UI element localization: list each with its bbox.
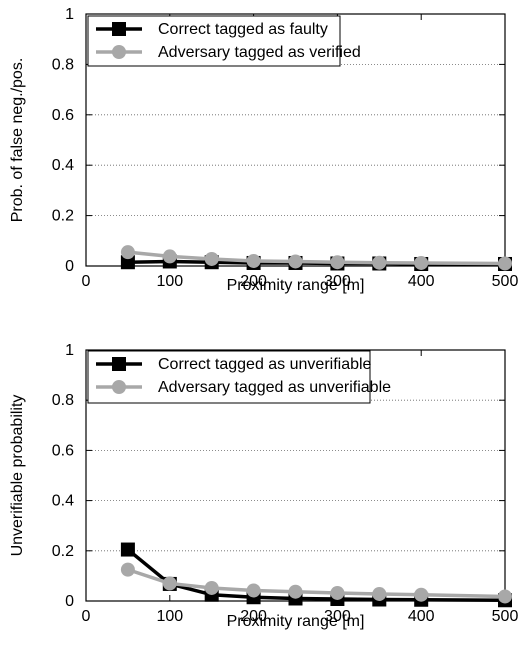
x-tick-label: 500	[492, 608, 519, 625]
data-point-circle	[372, 255, 387, 270]
data-point-circle	[246, 583, 261, 598]
x-tick-label: 100	[156, 273, 183, 290]
legend-swatch-square	[112, 22, 126, 36]
legend-label: Adversary tagged as verified	[158, 44, 361, 61]
chart-panel-1: 0 0.2 0.4 0.6 0.8 1 0 100 200 300 400 500 Proximity …	[9, 6, 518, 294]
x-tick-label: 200	[240, 608, 267, 625]
legend-label: Adversary tagged as unverifiable	[158, 379, 391, 396]
y-tick-label: 0.8	[52, 392, 74, 409]
y-tick-label: 0.2	[52, 543, 74, 560]
data-point-circle	[204, 251, 219, 266]
data-point-circle	[498, 589, 512, 604]
data-point-circle	[372, 586, 387, 601]
x-tick-label: 200	[240, 273, 267, 290]
data-point-circle	[498, 256, 512, 271]
legend-label: Correct tagged as unverifiable	[158, 356, 372, 373]
x-tick-label: 300	[324, 608, 351, 625]
x-tick-label: 0	[82, 608, 91, 625]
data-point-circle	[288, 584, 303, 599]
y-axis-label: Unverifiable probability	[9, 395, 26, 557]
x-tick-label: 400	[408, 273, 435, 290]
x-axis-label: Proximity range [m]	[227, 613, 365, 630]
y-tick-label: 1	[65, 6, 74, 23]
data-point-circle	[414, 587, 429, 602]
legend-swatch-circle	[112, 380, 126, 394]
data-point-circle	[246, 253, 261, 268]
data-point-circle	[414, 255, 429, 270]
x-tick-label: 400	[408, 608, 435, 625]
x-axis-label: Proximity range [m]	[227, 277, 365, 294]
x-tick-label: 100	[156, 608, 183, 625]
y-tick-label: 0	[65, 258, 74, 275]
data-point-circle	[204, 580, 219, 595]
data-point-circle	[162, 249, 177, 264]
data-point-circle	[162, 576, 177, 591]
legend: Correct tagged as faulty Adversary tagged…	[87, 15, 361, 67]
legend-swatch-circle	[112, 45, 126, 59]
data-point-circle	[330, 255, 345, 270]
legend: Correct tagged as unverifiable Adversary …	[87, 350, 391, 404]
legend-label: Correct tagged as faulty	[158, 21, 328, 38]
y-tick-label: 0.4	[52, 493, 74, 510]
y-tick-label: 0.6	[52, 107, 74, 124]
legend-box	[87, 15, 341, 67]
data-point-circle	[330, 585, 345, 600]
y-tick-label: 0.2	[52, 208, 74, 225]
chart-panel-2: 0 0.2 0.4 0.6 0.8 1 0 100 200 300 400 500 Proximity …	[9, 342, 518, 630]
legend-swatch-square	[112, 357, 126, 371]
y-tick-label: 0.6	[52, 442, 74, 459]
x-tick-label: 300	[324, 273, 351, 290]
legend-box	[87, 350, 371, 404]
y-axis-label: Prob. of false neg./pos.	[9, 58, 26, 223]
y-tick-label: 0	[65, 593, 74, 610]
data-point-circle	[120, 245, 135, 260]
x-tick-label: 0	[82, 273, 91, 290]
data-point-square	[120, 542, 135, 557]
series-line-2	[127, 567, 506, 599]
data-point-circle	[288, 254, 303, 269]
data-point-square	[120, 255, 135, 270]
y-tick-label: 1	[65, 342, 74, 359]
data-point-circle	[120, 562, 135, 577]
y-tick-label: 0.8	[52, 56, 74, 73]
x-tick-label: 500	[492, 273, 519, 290]
y-tick-label: 0.4	[52, 157, 74, 174]
